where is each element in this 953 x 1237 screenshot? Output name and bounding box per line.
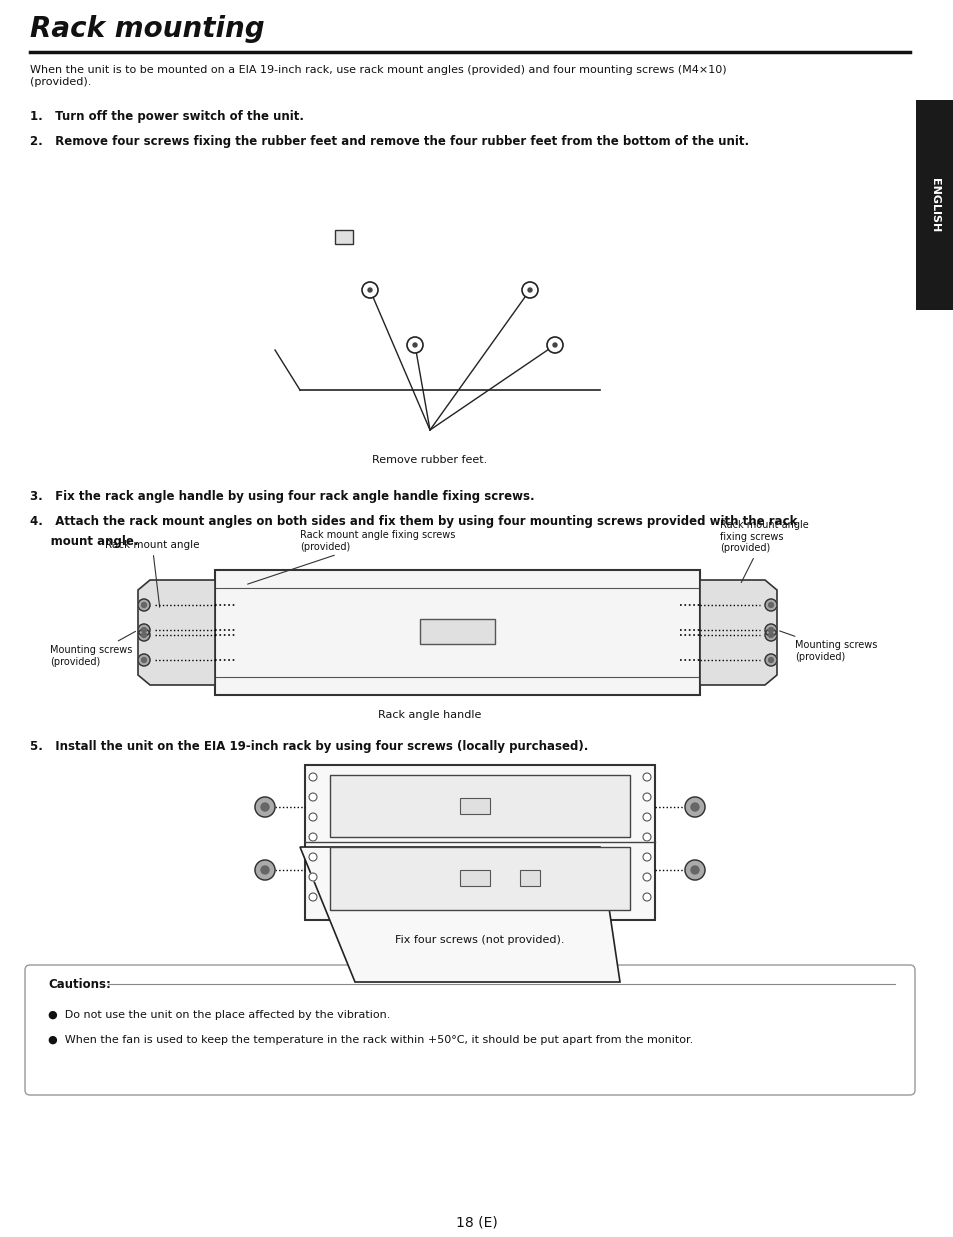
Text: Rack mount angle
fixing screws
(provided): Rack mount angle fixing screws (provided… xyxy=(720,520,808,583)
Circle shape xyxy=(553,343,557,348)
Text: Rack mounting: Rack mounting xyxy=(30,15,264,43)
Circle shape xyxy=(642,833,650,841)
Polygon shape xyxy=(564,982,675,1017)
Polygon shape xyxy=(700,580,776,685)
Circle shape xyxy=(309,813,316,821)
Text: 2.   Remove four screws fixing the rubber feet and remove the four rubber feet f: 2. Remove four screws fixing the rubber … xyxy=(30,135,748,148)
Circle shape xyxy=(261,866,269,875)
Circle shape xyxy=(527,288,532,292)
Text: When the unit is to be mounted on a EIA 19-inch rack, use rack mount angles (pro: When the unit is to be mounted on a EIA … xyxy=(30,66,726,87)
Circle shape xyxy=(768,658,773,663)
Text: 3.   Fix the rack angle handle by using four rack angle handle fixing screws.: 3. Fix the rack angle handle by using fo… xyxy=(30,490,534,503)
Text: ENGLISH: ENGLISH xyxy=(929,178,939,233)
FancyBboxPatch shape xyxy=(25,965,914,1095)
Text: Cautions:: Cautions: xyxy=(48,978,111,991)
Text: ●  Do not use the unit on the place affected by the vibration.: ● Do not use the unit on the place affec… xyxy=(48,1009,390,1021)
Circle shape xyxy=(141,602,147,607)
Circle shape xyxy=(521,282,537,298)
Bar xyxy=(459,798,490,814)
Circle shape xyxy=(361,282,377,298)
Circle shape xyxy=(309,793,316,802)
Circle shape xyxy=(138,599,150,611)
Text: Remove rubber feet.: Remove rubber feet. xyxy=(372,455,487,465)
Circle shape xyxy=(309,773,316,781)
Bar xyxy=(459,870,490,886)
Bar xyxy=(915,100,953,310)
Circle shape xyxy=(768,627,773,632)
Text: 18 (E): 18 (E) xyxy=(456,1215,497,1230)
Circle shape xyxy=(138,628,150,641)
Circle shape xyxy=(368,288,372,292)
Bar xyxy=(330,776,629,837)
Circle shape xyxy=(138,623,150,636)
Circle shape xyxy=(642,873,650,881)
Text: 4.   Attach the rack mount angles on both sides and fix them by using four mount: 4. Attach the rack mount angles on both … xyxy=(30,515,797,528)
Circle shape xyxy=(764,628,776,641)
Text: mount angle.: mount angle. xyxy=(30,534,138,548)
Circle shape xyxy=(642,893,650,901)
Polygon shape xyxy=(310,982,619,1017)
Text: ●  When the fan is used to keep the temperature in the rack within +50°C, it sho: ● When the fan is used to keep the tempe… xyxy=(48,1035,693,1045)
Bar xyxy=(305,764,655,920)
Circle shape xyxy=(261,803,269,811)
Text: Rack mount angle fixing screws
(provided): Rack mount angle fixing screws (provided… xyxy=(248,529,455,584)
Circle shape xyxy=(413,343,416,348)
Circle shape xyxy=(309,893,316,901)
Bar xyxy=(419,618,495,644)
Circle shape xyxy=(642,813,650,821)
Circle shape xyxy=(642,793,650,802)
Polygon shape xyxy=(138,580,214,685)
Circle shape xyxy=(764,623,776,636)
Circle shape xyxy=(684,797,704,816)
Circle shape xyxy=(309,833,316,841)
Circle shape xyxy=(764,599,776,611)
Circle shape xyxy=(141,627,147,632)
Text: 1.   Turn off the power switch of the unit.: 1. Turn off the power switch of the unit… xyxy=(30,110,304,122)
Circle shape xyxy=(309,873,316,881)
Text: Fix four screws (not provided).: Fix four screws (not provided). xyxy=(395,935,564,945)
Circle shape xyxy=(407,336,422,353)
Circle shape xyxy=(141,658,147,663)
Circle shape xyxy=(141,632,147,637)
Circle shape xyxy=(642,854,650,861)
Circle shape xyxy=(546,336,562,353)
Text: 5.   Install the unit on the EIA 19-inch rack by using four screws (locally purc: 5. Install the unit on the EIA 19-inch r… xyxy=(30,740,588,753)
Circle shape xyxy=(764,654,776,666)
Circle shape xyxy=(768,632,773,637)
Bar xyxy=(519,870,539,886)
Circle shape xyxy=(642,773,650,781)
Text: Mounting screws
(provided): Mounting screws (provided) xyxy=(779,631,877,662)
Text: Rack angle handle: Rack angle handle xyxy=(378,710,481,720)
Text: Rack mount angle: Rack mount angle xyxy=(105,541,199,607)
Text: Mounting screws
(provided): Mounting screws (provided) xyxy=(50,631,135,667)
Circle shape xyxy=(690,866,699,875)
Circle shape xyxy=(254,797,274,816)
Circle shape xyxy=(684,860,704,880)
Circle shape xyxy=(309,854,316,861)
Circle shape xyxy=(768,602,773,607)
Circle shape xyxy=(254,860,274,880)
Circle shape xyxy=(138,654,150,666)
Bar xyxy=(330,847,629,910)
Circle shape xyxy=(690,803,699,811)
Bar xyxy=(335,230,353,244)
Bar xyxy=(214,570,700,695)
Polygon shape xyxy=(299,847,619,982)
